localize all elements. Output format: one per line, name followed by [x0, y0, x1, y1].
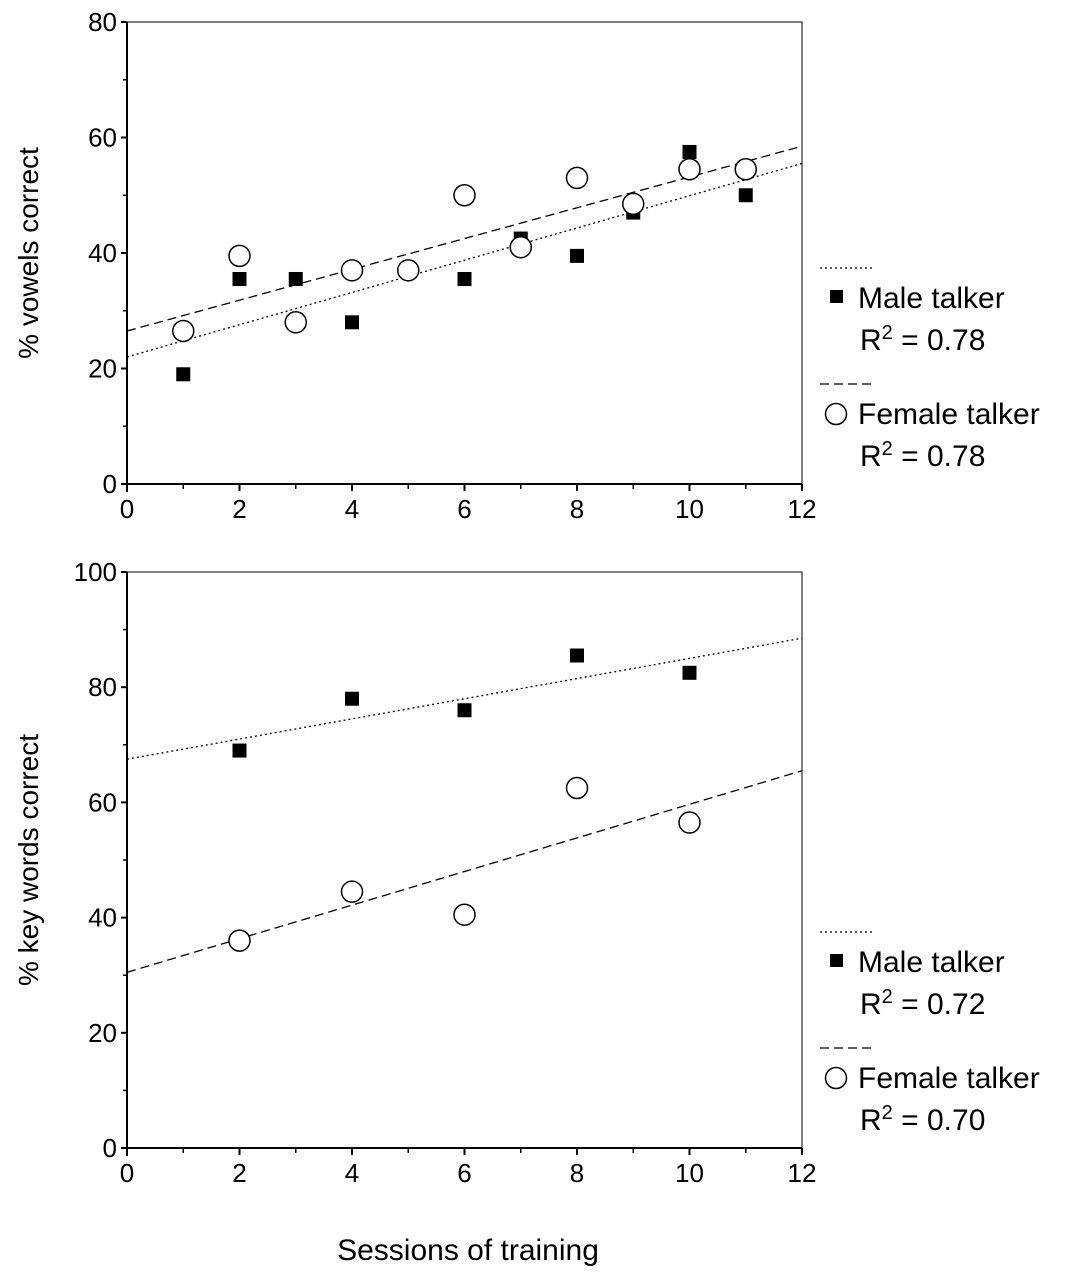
x-tick-label: 0 [120, 494, 134, 524]
male-data-point [570, 648, 584, 663]
female-data-point [340, 259, 364, 282]
male-data-point [345, 691, 359, 706]
female-data-point [565, 166, 589, 190]
female-data-point [678, 811, 701, 834]
y-tick-label: 80 [88, 7, 117, 37]
keywords-chart-panel: 0 20 40 60 80 100 0 2 4 6 8 10 12 % key words correct… [13, 557, 1040, 1188]
male-fit-line [126, 162, 803, 358]
legend-male-r2: R2 = 0.78 [860, 322, 985, 357]
female-data-point [228, 929, 251, 952]
r2-symbol: R [860, 988, 882, 1021]
r2-symbol: R [860, 1104, 882, 1137]
female-fit-line [126, 770, 803, 973]
legend-male-r2: R2 = 0.72 [860, 986, 985, 1021]
male-data-point [682, 665, 697, 680]
r2-exponent: 2 [882, 986, 893, 1008]
x-tick-label: 0 [120, 1158, 134, 1188]
x-tick-label: 8 [570, 1158, 584, 1188]
male-data-point [232, 743, 247, 758]
female-data-point [228, 244, 251, 268]
male-data-point [682, 144, 697, 159]
y-axis-title: % key words correct [13, 734, 44, 986]
male-data-point [570, 248, 584, 263]
male-data-point [176, 367, 191, 382]
female-data-point [172, 319, 195, 343]
y-tick-label: 40 [88, 903, 117, 933]
legend-female-label: Female talker [858, 398, 1040, 431]
r2-symbol: R [860, 324, 882, 357]
male-data-point [288, 271, 303, 286]
y-tick-label: 100 [74, 557, 117, 587]
legend-male-label: Male talker [858, 946, 1005, 979]
x-tick-label: 10 [675, 494, 704, 524]
legend-female-marker [824, 402, 848, 426]
x-tick-label: 12 [788, 1158, 817, 1188]
r2-exponent: 2 [882, 1102, 893, 1124]
male-fit-line [126, 637, 803, 760]
female-data-point [453, 184, 476, 207]
r2-exponent: 2 [882, 322, 893, 344]
male-data-point [738, 188, 753, 203]
legend-male-label: Male talker [858, 282, 1005, 315]
female-data-point [734, 158, 757, 181]
y-tick-label: 20 [88, 354, 117, 384]
x-tick-label: 2 [232, 494, 246, 524]
y-tick-label: 60 [88, 787, 117, 817]
female-data-point [622, 192, 645, 216]
y-tick-label: 60 [88, 123, 117, 153]
r2-exponent: 2 [882, 438, 893, 460]
male-data-point [232, 271, 247, 286]
y-axis-title: % vowels correct [13, 147, 44, 359]
plot-frame [126, 571, 803, 1149]
legend-male-marker [830, 290, 843, 303]
legend-female-r2: R2 = 0.78 [860, 438, 985, 473]
x-tick-label: 4 [345, 1158, 359, 1188]
r2-value: = 0.78 [893, 324, 986, 357]
female-data-point [509, 235, 532, 259]
legend-female-marker [824, 1066, 848, 1090]
female-data-point [565, 776, 589, 800]
x-tick-label: 6 [457, 1158, 471, 1188]
y-tick-label: 20 [88, 1018, 117, 1048]
y-tick-label: 80 [88, 672, 117, 702]
x-tick-label: 8 [570, 494, 584, 524]
male-data-point [345, 315, 359, 330]
vowels-chart-panel: 0 20 40 60 80 0 2 4 6 8 10 12 % vowels correct Male t… [13, 7, 1040, 524]
r2-value: = 0.72 [893, 988, 986, 1021]
female-data-point [397, 259, 420, 282]
r2-symbol: R [860, 440, 882, 473]
y-tick-label: 0 [103, 469, 117, 499]
plot-frame [126, 21, 803, 485]
x-axis-title: Sessions of training [337, 1234, 599, 1267]
r2-value: = 0.70 [893, 1104, 986, 1137]
male-data-point [457, 271, 472, 286]
x-tick-label: 12 [788, 494, 817, 524]
legend-male-marker [830, 954, 843, 967]
r2-value: = 0.78 [893, 440, 986, 473]
y-tick-label: 40 [88, 238, 117, 268]
female-data-point [678, 158, 701, 181]
legend-female-label: Female talker [858, 1062, 1040, 1095]
female-fit-line [126, 145, 803, 332]
female-data-point [284, 311, 307, 334]
y-tick-label: 0 [103, 1133, 117, 1163]
x-tick-label: 4 [345, 494, 359, 524]
female-data-point [340, 880, 364, 903]
x-tick-label: 10 [675, 1158, 704, 1188]
male-data-point [457, 703, 472, 718]
x-tick-label: 2 [232, 1158, 246, 1188]
legend-female-r2: R2 = 0.70 [860, 1102, 985, 1137]
x-tick-label: 6 [457, 494, 471, 524]
female-data-point [453, 903, 476, 926]
